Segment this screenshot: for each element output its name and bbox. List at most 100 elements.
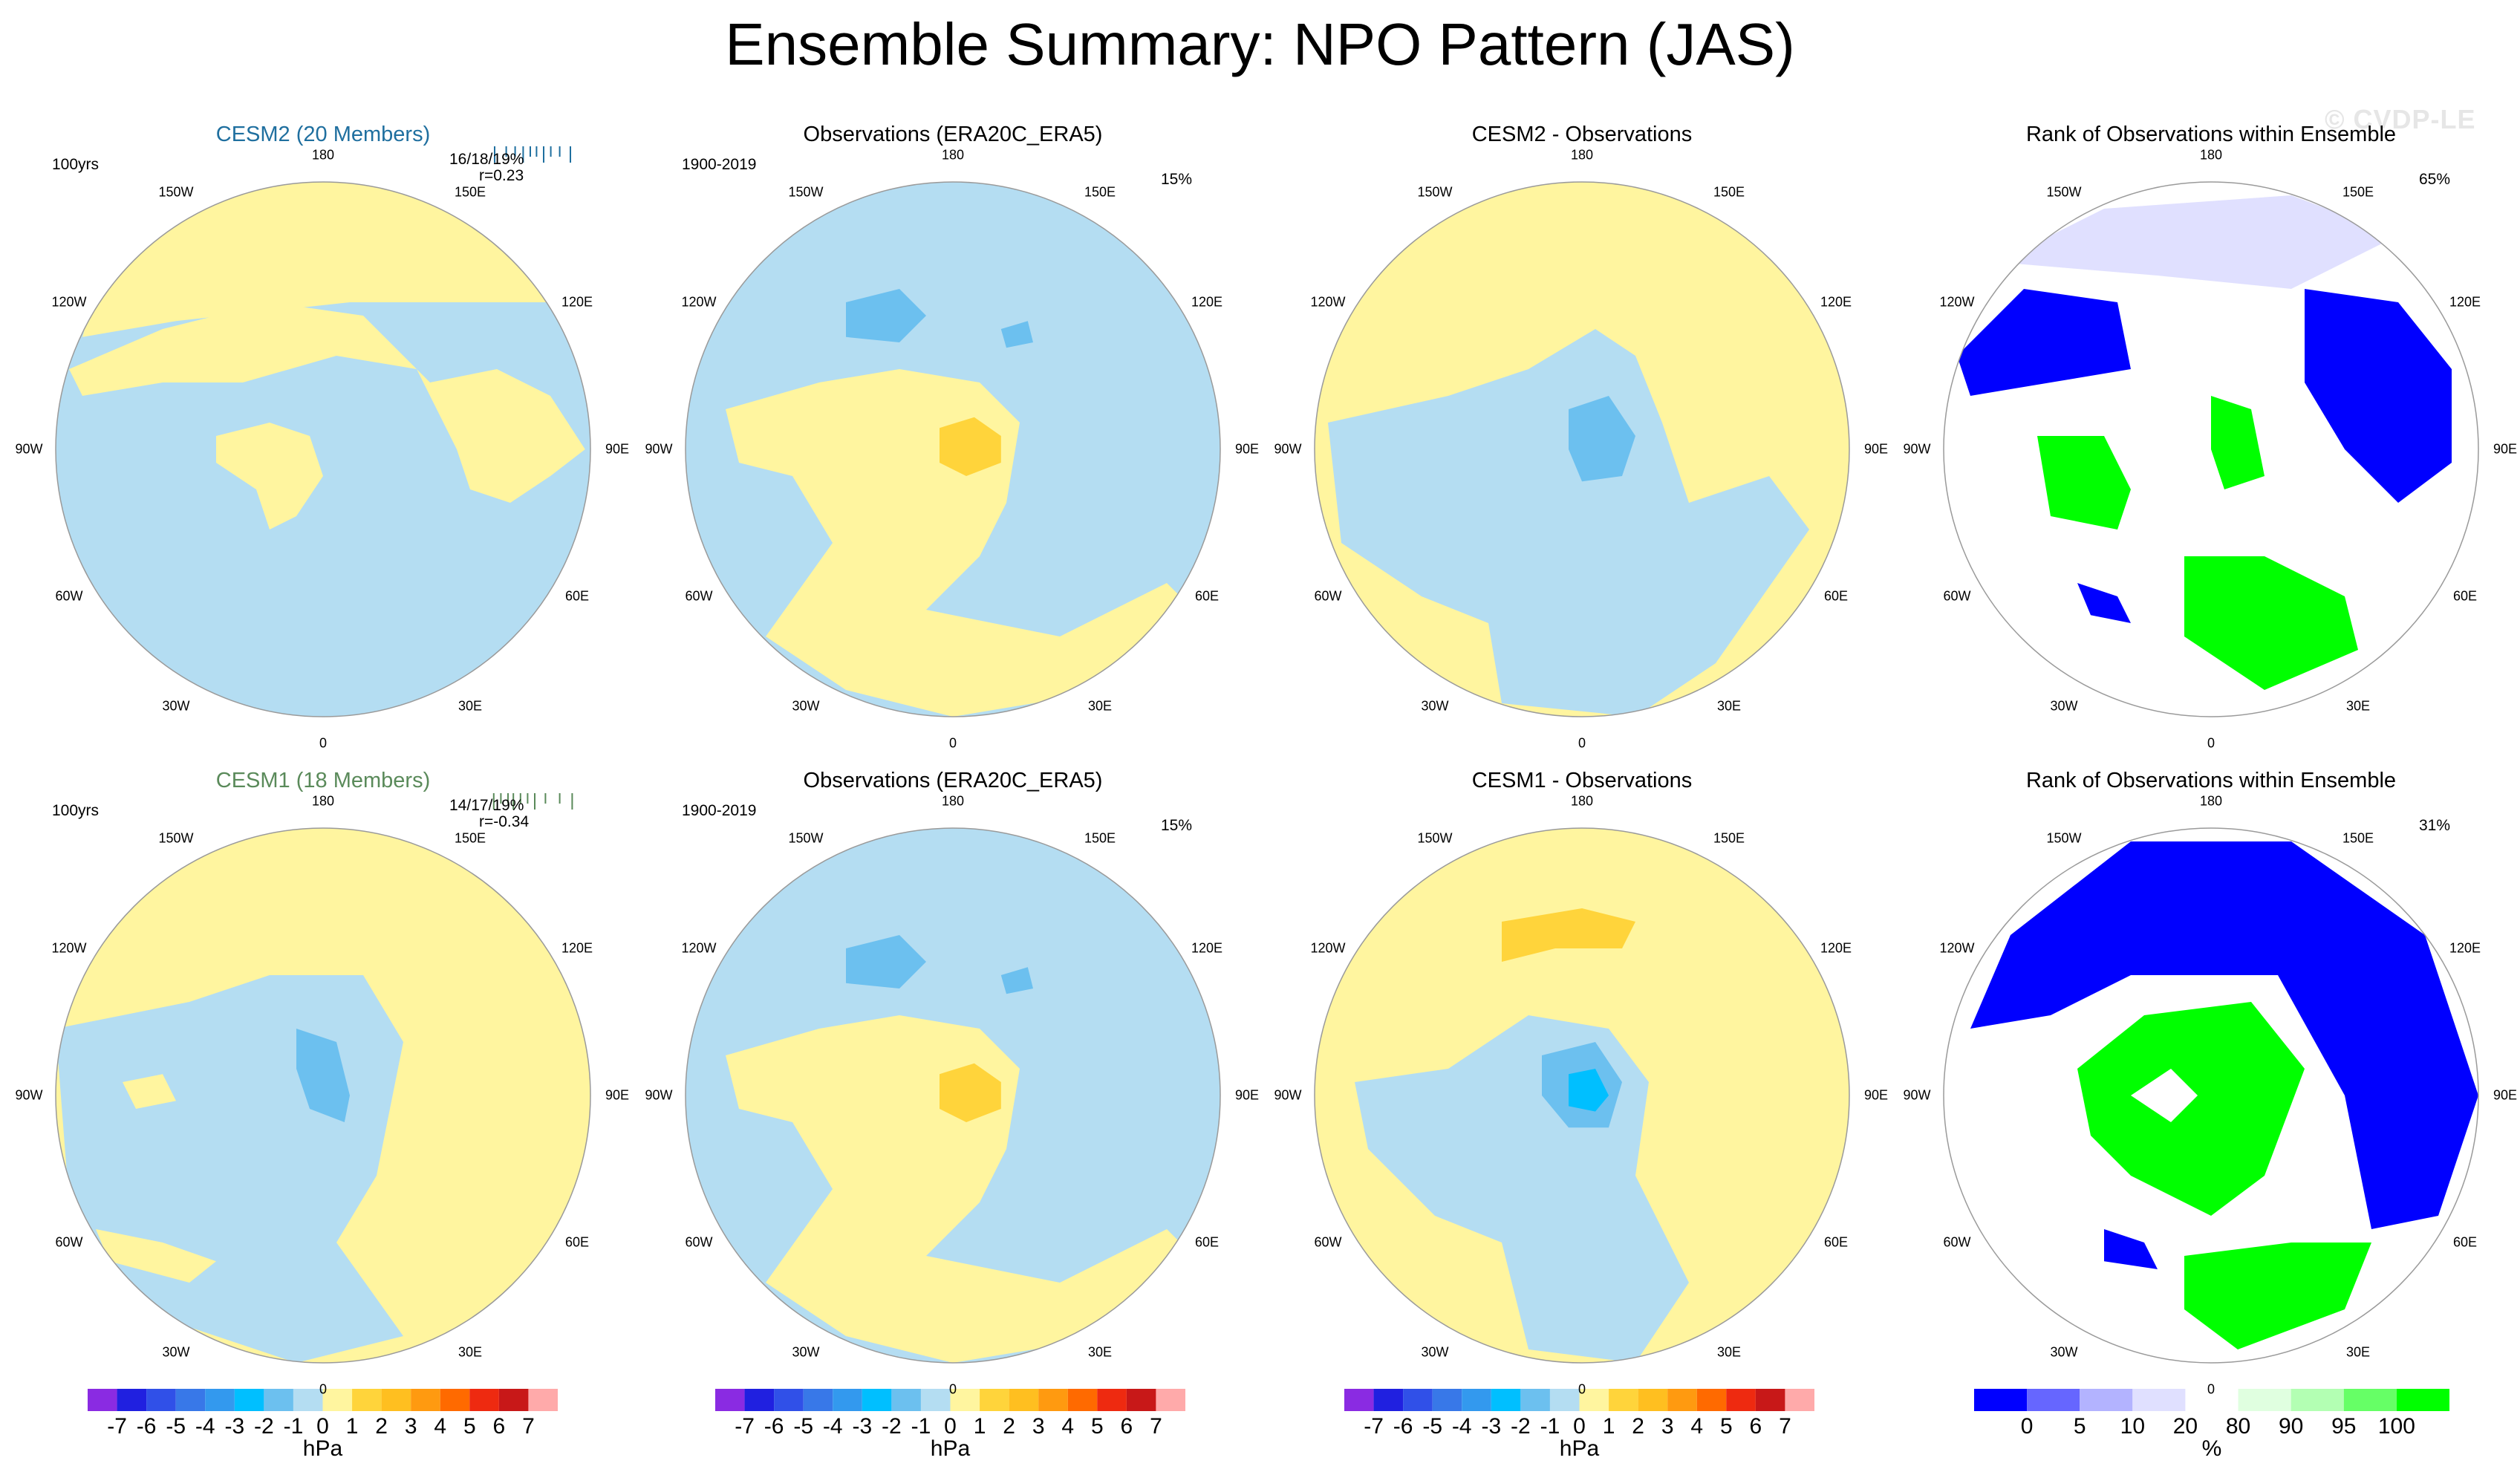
lon-label: 60W <box>685 1234 713 1250</box>
colorbar-tick-label: 80 <box>2225 1414 2251 1439</box>
colorbar-bin <box>117 1389 147 1411</box>
colorbar-bin <box>1462 1389 1491 1411</box>
lon-label: 120W <box>51 294 87 310</box>
period-label: 100yrs <box>52 802 100 819</box>
lon-label: 180 <box>2199 147 2223 163</box>
lon-label: 90E <box>1234 441 1260 457</box>
colorbar-bin <box>1667 1389 1697 1411</box>
colorbar-units: hPa <box>1559 1436 1600 1461</box>
colorbar-bin <box>146 1389 176 1411</box>
lon-label: 60W <box>1314 1234 1342 1250</box>
lon-label: 60E <box>564 588 590 604</box>
lon-label: 90W <box>1903 441 1931 457</box>
lon-label: 150W <box>2046 184 2082 200</box>
contour-region <box>1997 195 2398 289</box>
lon-label: 30W <box>162 698 190 714</box>
lon-label: 90E <box>2493 1087 2518 1103</box>
lon-label: 30W <box>792 1344 820 1360</box>
colorbar-tick-label: 6 <box>492 1414 506 1439</box>
colorbar-bin <box>1156 1389 1185 1411</box>
colorbar-bin <box>528 1389 558 1411</box>
lon-label: 60W <box>685 588 713 604</box>
lon-label: 120W <box>1939 940 1975 956</box>
lon-label: 30E <box>1716 1344 1742 1360</box>
colorbar-tick-label: 6 <box>1749 1414 1762 1439</box>
period-label: 100yrs <box>52 156 100 173</box>
colorbar-tick-label: -3 <box>1481 1414 1502 1439</box>
contour-region <box>2077 583 2131 623</box>
colorbar-bin <box>205 1389 235 1411</box>
lon-label: 150E <box>454 184 486 200</box>
colorbar-tick-label: 4 <box>1061 1414 1075 1439</box>
map-border <box>1314 827 1850 1364</box>
contour-region <box>1970 841 2478 1229</box>
map-border <box>55 827 591 1364</box>
contour-region <box>2077 1002 2305 1216</box>
lon-label: 180 <box>1570 147 1594 163</box>
lon-label: 120E <box>1820 940 1852 956</box>
colorbar-tick-label: -5 <box>166 1414 186 1439</box>
colorbar <box>1974 1389 2449 1411</box>
colorbar-tick-label: 6 <box>1120 1414 1133 1439</box>
lon-label: 180 <box>311 147 335 163</box>
colorbar-bin <box>715 1389 745 1411</box>
lon-label: 120E <box>2449 294 2481 310</box>
map-r1c4 <box>1943 181 2479 717</box>
colorbar-bin <box>1126 1389 1156 1411</box>
colorbar-bin <box>293 1389 323 1411</box>
colorbar-tick-label: 95 <box>2331 1414 2357 1439</box>
colorbar-units: hPa <box>930 1436 971 1461</box>
contour-region <box>1569 396 1635 482</box>
contour-region <box>296 1029 350 1122</box>
lon-label: 180 <box>2199 793 2223 809</box>
lon-label: 60E <box>1823 1234 1849 1250</box>
lon-label: 120W <box>681 940 717 956</box>
colorbar-bin <box>1097 1389 1127 1411</box>
member-ticks <box>492 793 573 810</box>
contour-region <box>2211 396 2265 489</box>
colorbar-bin <box>744 1389 775 1411</box>
map-border <box>685 181 1221 717</box>
panel-title: Observations (ERA20C_ERA5) <box>803 769 1103 792</box>
colorbar-tick-label: 7 <box>522 1414 535 1439</box>
map-r2c2 <box>685 827 1221 1364</box>
colorbar-bin <box>1009 1389 1039 1411</box>
colorbar-tick-label: 7 <box>1150 1414 1162 1439</box>
lon-label: 60W <box>1943 588 1971 604</box>
colorbar-bin <box>2027 1389 2080 1411</box>
colorbar-tick-label: -2 <box>882 1414 902 1439</box>
lon-label: 90W <box>1274 441 1302 457</box>
lon-label: 120E <box>1820 294 1852 310</box>
lon-label: 60W <box>55 1234 83 1250</box>
colorbar-tick-label: 0 <box>944 1414 957 1439</box>
lon-label: 90W <box>15 441 43 457</box>
lon-label: 150W <box>158 830 194 846</box>
lon-label: 0 <box>948 735 957 751</box>
lon-label: 150W <box>158 184 194 200</box>
lon-label: 150W <box>1417 184 1453 200</box>
period-label: 1900-2019 <box>682 802 757 819</box>
colorbar-bin <box>2185 1389 2239 1411</box>
colorbar-bin <box>1403 1389 1433 1411</box>
lon-label: 90W <box>645 1087 673 1103</box>
colorbar-tick-label: -1 <box>1540 1414 1560 1439</box>
colorbar-units: % <box>2201 1436 2222 1461</box>
lon-label: 90W <box>1274 1087 1302 1103</box>
colorbar-tick-label: -1 <box>911 1414 931 1439</box>
lon-label: 90E <box>1863 1087 1889 1103</box>
colorbar-tick-label: 1 <box>345 1414 359 1439</box>
colorbar-bin <box>1344 1389 1374 1411</box>
lon-label: 150W <box>788 830 824 846</box>
contour-region <box>1328 329 1809 717</box>
colorbar-bin <box>803 1389 833 1411</box>
lon-label: 120E <box>1191 940 1223 956</box>
percent-label: 65% <box>2419 171 2451 188</box>
lon-label: 30E <box>1087 1344 1113 1360</box>
stats-label: 14/17/19% <box>449 797 524 814</box>
lon-label: 90E <box>1234 1087 1260 1103</box>
lon-label: 150E <box>1084 830 1116 846</box>
panel-title: CESM2 - Observations <box>1471 123 1693 146</box>
contour-region <box>940 417 1001 476</box>
colorbar-tick-label: 10 <box>2120 1414 2146 1439</box>
